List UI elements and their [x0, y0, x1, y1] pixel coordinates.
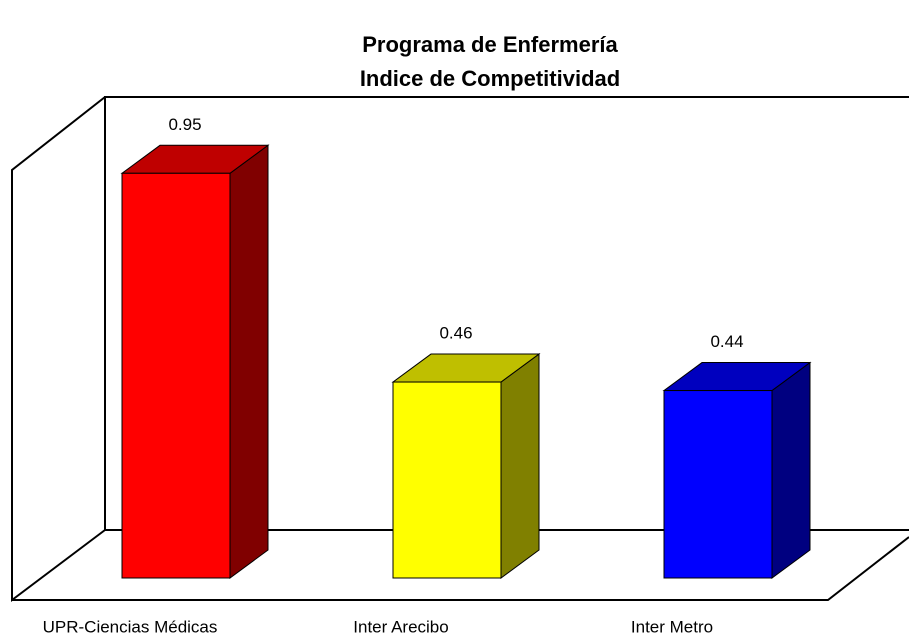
x-tick-label: UPR-Ciencias Médicas	[43, 617, 218, 636]
bar-side	[500, 353, 540, 579]
floor-front-edge	[12, 536, 909, 601]
data-label: 0.46	[439, 324, 472, 343]
bar-side	[771, 361, 811, 579]
data-label: 0.44	[710, 332, 743, 351]
bar	[663, 390, 773, 579]
x-tick-label: Inter Metro	[631, 617, 713, 636]
chart-title: Programa de Enfermería	[362, 32, 618, 57]
bar	[121, 172, 231, 579]
side-wall	[11, 96, 106, 603]
bar-side	[229, 144, 269, 579]
data-label: 0.95	[168, 115, 201, 134]
chart-subtitle: Indice de Competitividad	[360, 66, 620, 91]
bar	[392, 381, 502, 579]
x-tick-label: Inter Arecibo	[353, 617, 448, 636]
